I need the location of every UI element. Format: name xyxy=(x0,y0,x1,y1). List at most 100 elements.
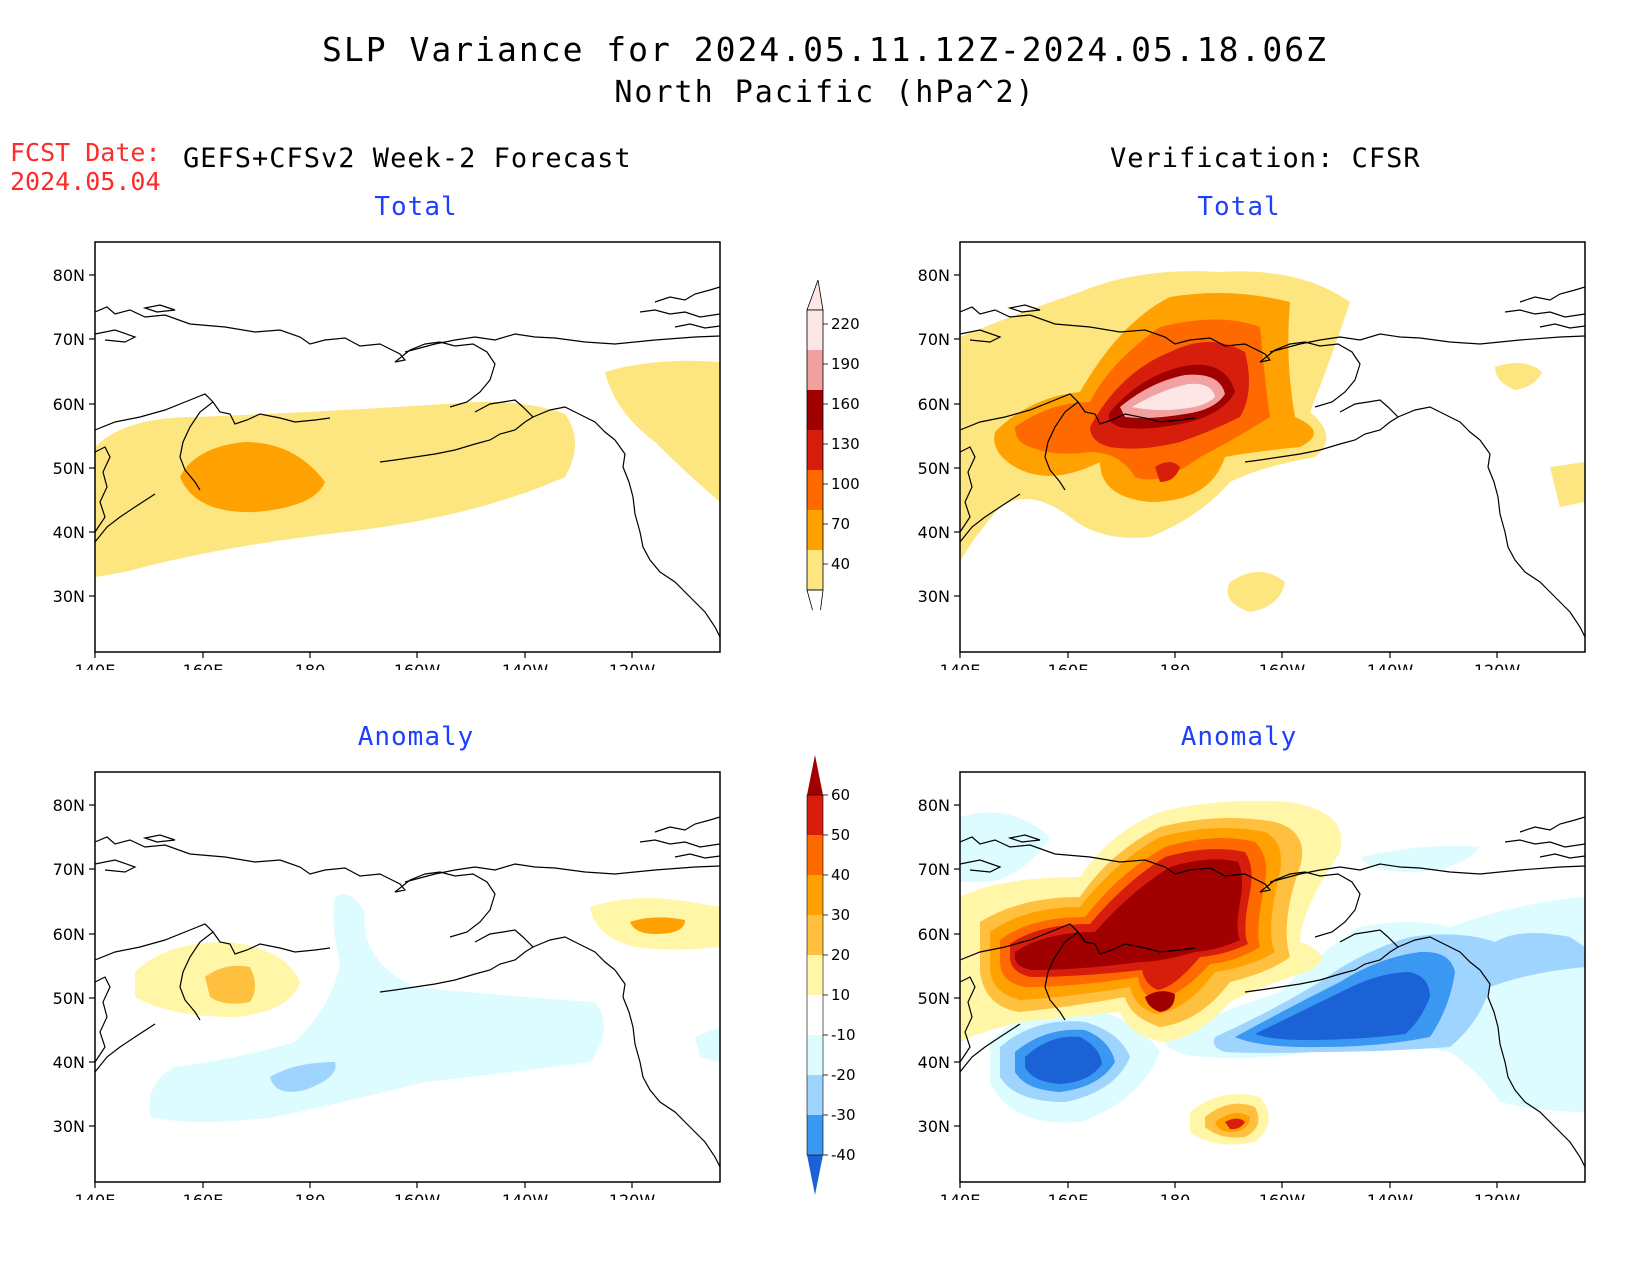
colorbar-segment xyxy=(806,280,824,311)
lat-tick-label: 60N xyxy=(53,395,85,414)
lat-tick-label: 30N xyxy=(53,1117,85,1136)
colorbar-segment xyxy=(807,995,823,1035)
lon-tick-label: 160E xyxy=(183,661,224,670)
lon-tick-label: 140E xyxy=(940,1191,981,1200)
colorbar-label: -20 xyxy=(831,1066,856,1084)
lon-tick-label: 160W xyxy=(1259,661,1306,670)
colorbar-segment xyxy=(807,835,823,875)
colorbar-label: 220 xyxy=(831,315,860,333)
lon-tick-label: 160E xyxy=(1048,1191,1089,1200)
verification-total-map-panel: 80N 70N 60N 50N 40N 30N 140E 160E 180 160W 140W 120… xyxy=(918,241,1586,670)
lon-tick-label: 120W xyxy=(609,661,656,670)
lat-tick-label: 30N xyxy=(53,587,85,606)
colorbar-segment xyxy=(807,550,823,590)
total-contour-40 xyxy=(95,401,575,577)
axis-ticks: 80N 70N 60N 50N 40N 30N 140E 160E 180 160W 140W 120… xyxy=(53,266,656,670)
total-contour-130 xyxy=(1155,462,1180,482)
anomaly-contour-neg40 xyxy=(1255,972,1430,1040)
colorbar-label: 20 xyxy=(831,946,850,964)
colorbar-segment xyxy=(807,1115,823,1155)
lon-tick-label: 140E xyxy=(75,661,116,670)
lon-tick-label: 140E xyxy=(75,1191,116,1200)
colorbar-segment xyxy=(807,1035,823,1075)
colorbar-segment xyxy=(807,915,823,955)
lon-tick-label: 180 xyxy=(295,661,326,670)
main-title: SLP Variance for 2024.05.11.12Z-2024.05.… xyxy=(322,30,1328,69)
lon-tick-label: 180 xyxy=(295,1191,326,1200)
colorbar-label: 70 xyxy=(831,515,850,533)
lat-tick-label: 70N xyxy=(918,860,950,879)
total-contour-40 xyxy=(605,360,720,502)
lat-tick-label: 40N xyxy=(918,523,950,542)
lat-tick-label: 50N xyxy=(918,459,950,478)
lat-tick-label: 50N xyxy=(53,459,85,478)
forecast-anomaly-map-panel: 80N 70N 60N 50N 40N 30N 140E 160E 180 160W 140W 120… xyxy=(53,771,721,1200)
total-contour-40 xyxy=(1495,363,1542,390)
anomaly-contour-20 xyxy=(205,965,255,1004)
colorbar-segment xyxy=(807,430,823,470)
lat-tick-label: 80N xyxy=(53,266,85,285)
forecast-column-title: GEFS+CFSv2 Week-2 Forecast xyxy=(183,143,632,174)
lon-tick-label: 140W xyxy=(1367,1191,1414,1200)
colorbar-segment xyxy=(807,470,823,510)
lat-tick-label: 40N xyxy=(918,1053,950,1072)
lat-tick-label: 40N xyxy=(53,1053,85,1072)
map-frame xyxy=(959,241,1586,653)
lon-tick-label: 160E xyxy=(1048,661,1089,670)
lon-tick-label: 120W xyxy=(1474,1191,1521,1200)
anomaly-contour-60 xyxy=(1015,859,1243,970)
lat-tick-label: 80N xyxy=(918,796,950,815)
verification-anomaly-map-panel: 80N 70N 60N 50N 40N 30N 140E 160E 180 160W 140W 120… xyxy=(918,771,1586,1200)
total-contour-70 xyxy=(180,442,325,513)
colorbar-label: 60 xyxy=(831,786,850,804)
lon-tick-label: 120W xyxy=(609,1191,656,1200)
total-colorbar: 220 190 160 130 100 70 40 xyxy=(806,280,860,610)
anomaly-contour-neg40 xyxy=(1025,1036,1102,1084)
lat-tick-label: 70N xyxy=(53,330,85,349)
colorbar-label: 190 xyxy=(831,355,860,373)
lat-tick-label: 60N xyxy=(918,395,950,414)
lat-tick-label: 70N xyxy=(53,860,85,879)
fcst-date-label: FCST Date: xyxy=(10,138,161,167)
lon-tick-label: 160E xyxy=(183,1191,224,1200)
panel-title-verification-anomaly: Anomaly xyxy=(1180,722,1298,752)
fcst-date-value: 2024.05.04 xyxy=(10,167,161,196)
colorbar-segment xyxy=(807,350,823,390)
colorbar-label: 30 xyxy=(831,906,850,924)
lon-tick-label: 120W xyxy=(1474,661,1521,670)
colorbar-label: 100 xyxy=(831,475,860,493)
main-subtitle: North Pacific (hPa^2) xyxy=(614,75,1036,110)
axis-ticks: 80N 70N 60N 50N 40N 30N 140E 160E 180 160W 140W 120… xyxy=(53,796,656,1200)
anomaly-contour-neg20 xyxy=(270,1062,336,1092)
colorbar-segment xyxy=(807,795,823,835)
lat-tick-label: 60N xyxy=(918,925,950,944)
lon-tick-label: 140E xyxy=(940,661,981,670)
panel-title-forecast-anomaly: Anomaly xyxy=(357,722,475,752)
verification-column-title: Verification: CFSR xyxy=(1110,143,1421,174)
colorbar-segment xyxy=(807,390,823,430)
colorbar-label: -30 xyxy=(831,1106,856,1124)
lat-tick-label: 70N xyxy=(918,330,950,349)
lon-tick-label: 160W xyxy=(394,1191,441,1200)
lon-tick-label: 140W xyxy=(1367,661,1414,670)
lon-tick-label: 180 xyxy=(1160,1191,1191,1200)
lat-tick-label: 30N xyxy=(918,1117,950,1136)
lat-tick-label: 60N xyxy=(53,925,85,944)
forecast-total-map-panel: 80N 70N 60N 50N 40N 30N 140E 160E 180 160W 140W 120… xyxy=(53,241,721,670)
anomaly-contour-neg10 xyxy=(695,1027,720,1062)
lon-tick-label: 160W xyxy=(394,661,441,670)
anomaly-contour-30 xyxy=(630,917,685,934)
colorbar-segment xyxy=(807,755,823,795)
colorbar-label: 50 xyxy=(831,826,850,844)
colorbar-label: -40 xyxy=(831,1146,856,1164)
map-frame xyxy=(959,771,1586,1183)
colorbar-label: 10 xyxy=(831,986,850,1004)
fcst-date-block: FCST Date: 2024.05.04 xyxy=(10,138,161,196)
lat-tick-label: 40N xyxy=(53,523,85,542)
anomaly-contour-neg10 xyxy=(960,812,1050,882)
lat-tick-label: 80N xyxy=(53,796,85,815)
total-contour-40 xyxy=(1550,462,1585,507)
colorbar-label: -10 xyxy=(831,1026,856,1044)
colorbar-label: 40 xyxy=(831,555,850,573)
anomaly-contour-60 xyxy=(1145,991,1175,1012)
